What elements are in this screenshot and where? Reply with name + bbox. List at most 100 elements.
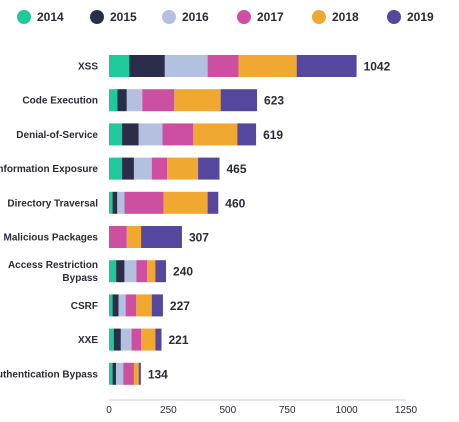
legend-swatch-2016 (162, 10, 176, 24)
total-label: 619 (263, 128, 283, 142)
total-label: 460 (225, 196, 245, 210)
bar-segment-2018 (167, 157, 199, 180)
bar-segment-2018 (174, 89, 221, 112)
bar-segment-2018 (238, 55, 297, 77)
bar-segment-2015 (122, 157, 134, 180)
category-label: XSS (78, 62, 98, 73)
bar-segment-2014 (109, 191, 113, 214)
bar-segment-2015 (112, 191, 118, 214)
bar-segment-2014 (109, 157, 123, 180)
bar-segment-2018 (193, 123, 238, 146)
category-labels: XSS Code Execution Denial-of-Service Inform… (0, 62, 98, 381)
total-label: 465 (226, 162, 246, 176)
bar-segment-2016 (118, 294, 126, 317)
legend-label-2016: 2016 (182, 10, 209, 24)
legend-label-2017: 2017 (257, 10, 284, 24)
x-axis: 0 250 500 750 1000 1250 (106, 399, 418, 416)
bar-segment-2018 (136, 294, 152, 317)
bar-segment-2016 (164, 55, 208, 77)
category-label: Denial-of-Service (16, 130, 98, 141)
bar-segment-2018 (163, 191, 208, 214)
bar-segment-2018 (133, 362, 139, 385)
bar-segment-2017 (207, 55, 239, 77)
bar-segment-2019 (141, 226, 182, 248)
bar-segment-2016 (126, 89, 143, 112)
bar-segment-2014 (109, 123, 123, 146)
category-label: Authentication Bypass (0, 369, 98, 380)
bar-segment-2019 (198, 157, 220, 180)
bar-segment-2016 (116, 362, 124, 385)
bar-segment-2014 (109, 294, 113, 317)
bar-segment-2016 (124, 260, 137, 283)
bar-segment-2018 (147, 260, 156, 283)
bar-segment-2017 (124, 191, 164, 214)
bar-segment-2014 (109, 362, 113, 385)
legend-swatch-2018 (312, 10, 326, 24)
bar-segment-2016 (133, 157, 152, 180)
x-tick-label: 250 (160, 405, 177, 416)
total-label: 227 (170, 299, 190, 313)
bar-segment-2017 (162, 123, 194, 146)
bar-segment-2015 (112, 294, 119, 317)
total-label: 623 (264, 94, 284, 108)
x-tick-label: 0 (106, 405, 112, 416)
bar-segment-2017 (109, 226, 127, 248)
category-label: CSRF (71, 301, 98, 312)
bar-segment-2014 (109, 89, 118, 112)
bar-segment-2019 (207, 191, 219, 214)
bar-segment-2019 (220, 89, 258, 112)
legend-label-2018: 2018 (332, 10, 359, 24)
bar-segment-2019 (155, 328, 162, 351)
legend: 2014 2015 2016 2017 2018 2019 (17, 10, 434, 24)
total-label: 1042 (364, 60, 391, 74)
bar-segment-2016 (138, 123, 163, 146)
total-labels: 1042 623 619 465 460 307 240 227 221 134 (148, 60, 391, 382)
bar-segment-2016 (120, 328, 132, 351)
bar-segment-2015 (113, 328, 121, 351)
category-label: Access Restriction Bypass (8, 260, 98, 284)
bar-segment-2018 (126, 226, 142, 248)
bar-segment-2014 (109, 328, 114, 351)
legend-swatch-2014 (17, 10, 31, 24)
bar-segment-2019 (155, 260, 167, 283)
bar-segment-2014 (109, 260, 117, 283)
total-label: 307 (189, 231, 209, 245)
bar-segment-2017 (142, 89, 175, 112)
bar-segment-2019 (138, 362, 141, 385)
bar-segment-2019 (296, 55, 357, 77)
total-label: 134 (148, 367, 168, 381)
bar-segment-2018 (141, 328, 156, 351)
bar-segment-2015 (116, 260, 125, 283)
legend-label-2015: 2015 (110, 10, 137, 24)
category-label: Code Execution (22, 96, 98, 107)
total-label: 221 (169, 333, 189, 347)
bar-segment-2017 (151, 157, 168, 180)
bar-segment-2017 (131, 328, 142, 351)
bar-segment-2015 (122, 123, 139, 146)
total-label: 240 (173, 265, 193, 279)
category-label: Malicious Packages (4, 233, 99, 244)
bar-segment-2015 (117, 89, 127, 112)
bar-segment-2019 (237, 123, 257, 146)
x-tick-label: 1250 (395, 405, 418, 416)
legend-swatch-2019 (387, 10, 401, 24)
category-label: Information Exposure (0, 164, 98, 175)
x-tick-label: 750 (279, 405, 296, 416)
legend-swatch-2015 (90, 10, 104, 24)
bar-segment-2016 (117, 191, 125, 214)
bar-segment-2015 (112, 362, 117, 385)
legend-swatch-2017 (237, 10, 251, 24)
legend-label-2019: 2019 (407, 10, 434, 24)
bar-segment-2017 (136, 260, 148, 283)
bar-segment-2017 (123, 362, 134, 385)
x-tick-label: 1000 (335, 405, 358, 416)
bars (109, 55, 357, 385)
bar-segment-2014 (109, 55, 130, 77)
bar-segment-2019 (151, 294, 163, 317)
category-label: XXE (78, 335, 98, 346)
x-tick-label: 500 (219, 405, 236, 416)
category-label: Directory Traversal (7, 198, 98, 209)
legend-label-2014: 2014 (37, 10, 64, 24)
bar-segment-2017 (125, 294, 137, 317)
